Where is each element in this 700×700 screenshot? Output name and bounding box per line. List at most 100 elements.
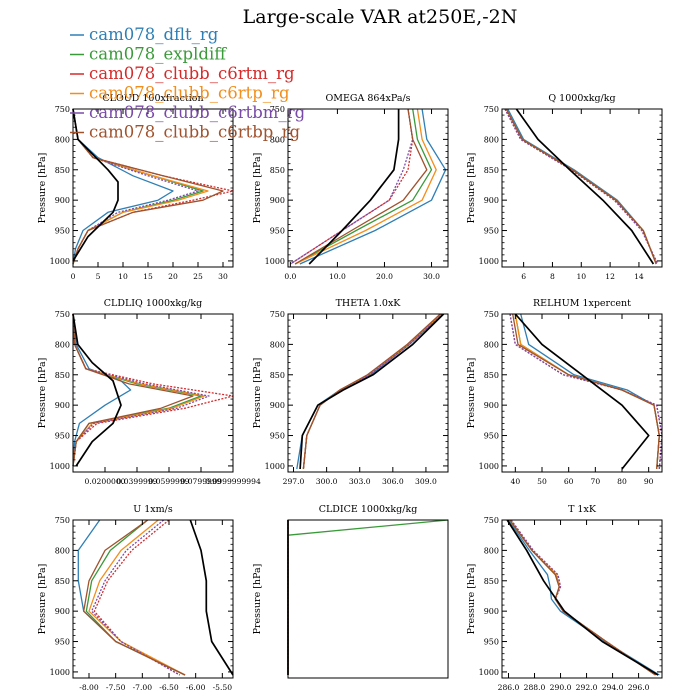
x-tick-label: 80 [617, 477, 627, 486]
series-line-6 [83, 519, 186, 676]
x-tick-label: 6 [521, 272, 526, 281]
y-tick-label: 800 [270, 135, 285, 144]
series-line-4 [505, 108, 657, 265]
y-axis-label: Pressure [hPa] [252, 153, 263, 224]
y-tick-label: 900 [484, 401, 499, 410]
x-tick-label: 0.0599999 [148, 477, 189, 486]
y-tick-label: 800 [484, 135, 499, 144]
legend-item: cam078_clubb_c6rtp_rg [70, 84, 290, 103]
y-tick-label: 900 [270, 196, 285, 205]
y-tick-label: 1000 [50, 462, 70, 471]
panel-1-lines [72, 108, 234, 265]
legend-label: cam078_clubb_c6rtp_rg [89, 84, 290, 103]
panel-frame [287, 519, 449, 679]
y-tick-label: 1000 [265, 462, 285, 471]
x-tick-label: 288.0 [524, 683, 546, 692]
series-line-7 [189, 519, 234, 676]
y-axis-label: Pressure [hPa] [37, 564, 48, 635]
series-line-2 [287, 519, 449, 675]
y-tick-label: 800 [55, 546, 70, 555]
panel-7: U 1xm/s Pressure [hPa] 750 800 850 900 950 1000… [37, 504, 234, 692]
legend-item: cam078_clubb_c6rtm_rg [70, 64, 295, 83]
y-tick-label: 750 [55, 516, 70, 525]
x-tick-label: 296.0 [628, 683, 650, 692]
legend-item: cam078_clubb_c6rtbm_rg [70, 103, 306, 122]
series-line-5 [72, 313, 210, 466]
panel-7-lines [77, 519, 234, 676]
panel-5-lines [296, 313, 445, 470]
y-axis-label: Pressure [hPa] [466, 153, 477, 224]
panel-title: CLDLIQ 1000xkg/kg [104, 298, 202, 309]
legend-label: cam078_clubb_c6rtbp_rg [89, 123, 301, 142]
x-tick-label: 309.0 [415, 477, 437, 486]
y-tick-label: 750 [484, 516, 499, 525]
y-tick-label: 850 [270, 166, 285, 175]
y-tick-label: 950 [270, 432, 285, 441]
x-tick-label: -7.00 [133, 683, 153, 692]
x-tick-label: 300.0 [316, 477, 338, 486]
series-line-3 [302, 313, 443, 470]
series-line-4 [514, 313, 660, 470]
panel-2-lines [290, 108, 447, 265]
y-tick-label: 1000 [50, 257, 70, 266]
series-line-6 [302, 313, 441, 470]
x-tick-label: 8 [550, 272, 555, 281]
panel-4: CLDLIQ 1000xkg/kg Pressure [hPa] 750 800 850… [37, 298, 261, 486]
x-tick-label: 30 [218, 272, 228, 281]
series-line-7 [72, 313, 122, 467]
x-tick-label: 0.0999999994 [205, 477, 261, 486]
y-tick-label: 850 [55, 166, 70, 175]
series-line-5 [510, 519, 656, 676]
x-tick-label: -7.50 [106, 683, 126, 692]
series-line-3 [509, 313, 663, 470]
legend-label: cam078_expldiff [89, 45, 227, 64]
x-tick-label: 14 [634, 272, 644, 281]
y-tick-label: 950 [484, 227, 499, 236]
x-tick-label: 50 [537, 477, 547, 486]
y-tick-label: 950 [55, 638, 70, 647]
y-tick-label: 1000 [265, 257, 285, 266]
panel-title: THETA 1.0xK [336, 298, 402, 309]
panel-title: CLOUD 100xfraction [102, 93, 203, 104]
panel-3-lines [504, 108, 659, 265]
y-tick-label: 950 [270, 227, 285, 236]
series-line-4 [294, 108, 437, 265]
x-tick-label: 0 [71, 272, 76, 281]
y-tick-label: 850 [484, 577, 499, 586]
y-tick-label: 900 [55, 607, 70, 616]
series-line-2 [509, 519, 656, 676]
legend-item: cam078_clubb_c6rtbp_rg [70, 123, 301, 142]
series-line-7 [72, 108, 119, 262]
y-tick-label: 800 [484, 340, 499, 349]
series-line-5 [91, 519, 181, 676]
panel-2: OMEGA 864xPa/s Pressure [hPa] 750 800 850 900… [252, 93, 449, 281]
series-line-7 [506, 519, 659, 676]
panel-6-lines [509, 313, 663, 470]
y-tick-label: 1000 [50, 668, 70, 677]
y-tick-label: 800 [55, 340, 70, 349]
y-tick-label: 900 [270, 401, 285, 410]
panel-title: U 1xm/s [133, 504, 173, 515]
y-tick-label: 900 [484, 607, 499, 616]
x-tick-label: 90 [644, 477, 654, 486]
x-tick-label: 306.0 [382, 477, 404, 486]
y-tick-label: 850 [55, 577, 70, 586]
y-tick-label: 900 [55, 196, 70, 205]
series-line-3 [504, 108, 659, 265]
panel-1: CLOUD 100xfraction Pressure [hPa] 750 800 85… [37, 93, 234, 281]
panel-9-lines [506, 519, 660, 676]
panel-frame [501, 519, 663, 679]
x-tick-label: 10 [118, 272, 128, 281]
panel-frame [287, 313, 449, 473]
y-tick-label: 850 [270, 371, 285, 380]
y-tick-label: 800 [484, 546, 499, 555]
series-line-4 [509, 519, 656, 676]
series-line-1 [507, 519, 660, 676]
legend-label: cam078_clubb_c6rtm_rg [89, 64, 295, 83]
panel-4-lines [72, 313, 234, 467]
y-tick-label: 950 [484, 638, 499, 647]
series-line-5 [504, 108, 659, 265]
y-tick-label: 850 [55, 371, 70, 380]
